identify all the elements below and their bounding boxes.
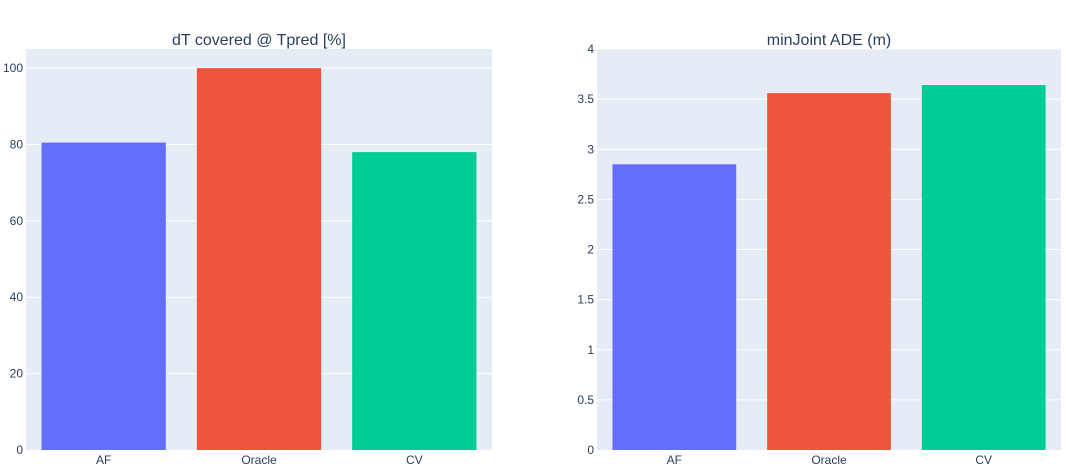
y-tick-label: 2.5	[577, 192, 594, 206]
y-tick-label: 100	[3, 61, 23, 75]
x-tick-label: CV	[975, 453, 992, 467]
y-tick-label: 80	[10, 137, 24, 151]
chart-minjoint-ade: 0 0.5 1 1.5 2 2.5 3 3.5 4 AF Oracle CV minJoint ADE …	[577, 32, 1061, 467]
chart-dt-covered: 0 20 40 60 80 100 AF Oracle CV dT covered @ Tpred…	[3, 32, 492, 467]
y-tick-label: 60	[10, 214, 24, 228]
y-tick-label: 3.5	[577, 92, 594, 106]
y-tick-label: 20	[10, 367, 24, 381]
x-tick-label: Oracle	[811, 453, 847, 467]
bar-oracle[interactable]	[767, 93, 891, 451]
y-tick-label: 1	[587, 343, 594, 357]
y-tick-label: 0	[16, 443, 23, 457]
y-tick-label: 0.5	[577, 393, 594, 407]
bar-af[interactable]	[612, 164, 737, 450]
x-tick-label: Oracle	[241, 453, 277, 467]
bar-af[interactable]	[41, 142, 166, 451]
y-tick-label: 4	[587, 42, 594, 56]
y-tick-label: 1.5	[577, 293, 594, 307]
x-tick-label: CV	[406, 453, 423, 467]
y-tick-label: 0	[587, 443, 594, 457]
bar-cv[interactable]	[352, 152, 477, 450]
chart-title: minJoint ADE (m)	[767, 32, 891, 49]
x-tick-label: AF	[96, 453, 111, 467]
y-tick-label: 2	[587, 243, 594, 257]
bar-cv[interactable]	[921, 85, 1046, 450]
x-tick-label: AF	[667, 453, 682, 467]
y-tick-label: 3	[587, 142, 594, 156]
chart-title: dT covered @ Tpred [%]	[172, 32, 346, 49]
y-tick-label: 40	[10, 290, 24, 304]
bar-oracle[interactable]	[196, 68, 322, 450]
